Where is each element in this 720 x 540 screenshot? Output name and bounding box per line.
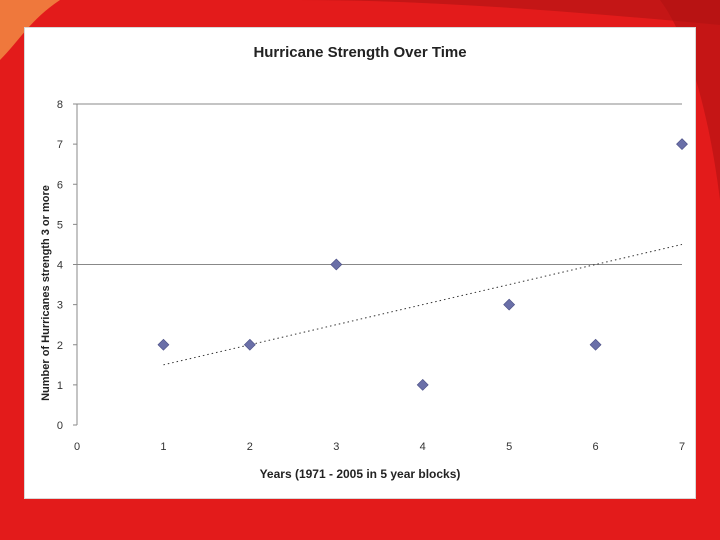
y-tick-label: 7 bbox=[57, 139, 63, 151]
y-tick-label: 6 bbox=[57, 179, 63, 191]
chart-panel: Hurricane Strength Over Time Number of H… bbox=[24, 27, 696, 499]
x-tick-label: 2 bbox=[247, 441, 253, 453]
x-tick-label: 7 bbox=[679, 441, 685, 453]
data-point-3 bbox=[330, 258, 343, 271]
data-point-2 bbox=[243, 338, 256, 351]
data-point-7 bbox=[676, 138, 688, 151]
trendline bbox=[163, 243, 683, 366]
x-tick-label: 4 bbox=[420, 441, 426, 453]
chart-title: Hurricane Strength Over Time bbox=[253, 44, 467, 61]
data-point-1 bbox=[157, 338, 170, 351]
x-axis-label: Years (1971 - 2005 in 5 year blocks) bbox=[259, 467, 461, 481]
y-tick-label: 8 bbox=[57, 99, 63, 111]
y-tick-label: 5 bbox=[57, 219, 63, 231]
data-point-5 bbox=[503, 298, 516, 311]
data-point-6 bbox=[589, 338, 602, 351]
x-tick-label: 0 bbox=[74, 441, 80, 453]
x-tick-label: 3 bbox=[333, 441, 339, 453]
x-tick-label: 6 bbox=[593, 441, 599, 453]
y-tick-label: 3 bbox=[57, 300, 63, 312]
data-point-4 bbox=[416, 378, 429, 391]
y-tick-label: 2 bbox=[57, 340, 63, 352]
plot-area: 0 1 2 3 4 5 6 7 8 0 1 2 3 4 5 6 7 bbox=[57, 99, 688, 453]
x-tick-label: 5 bbox=[506, 441, 512, 453]
y-tick-label: 1 bbox=[57, 380, 63, 392]
y-tick-label: 0 bbox=[57, 420, 63, 432]
x-tick-label: 1 bbox=[160, 441, 166, 453]
y-tick-label: 4 bbox=[57, 260, 63, 272]
